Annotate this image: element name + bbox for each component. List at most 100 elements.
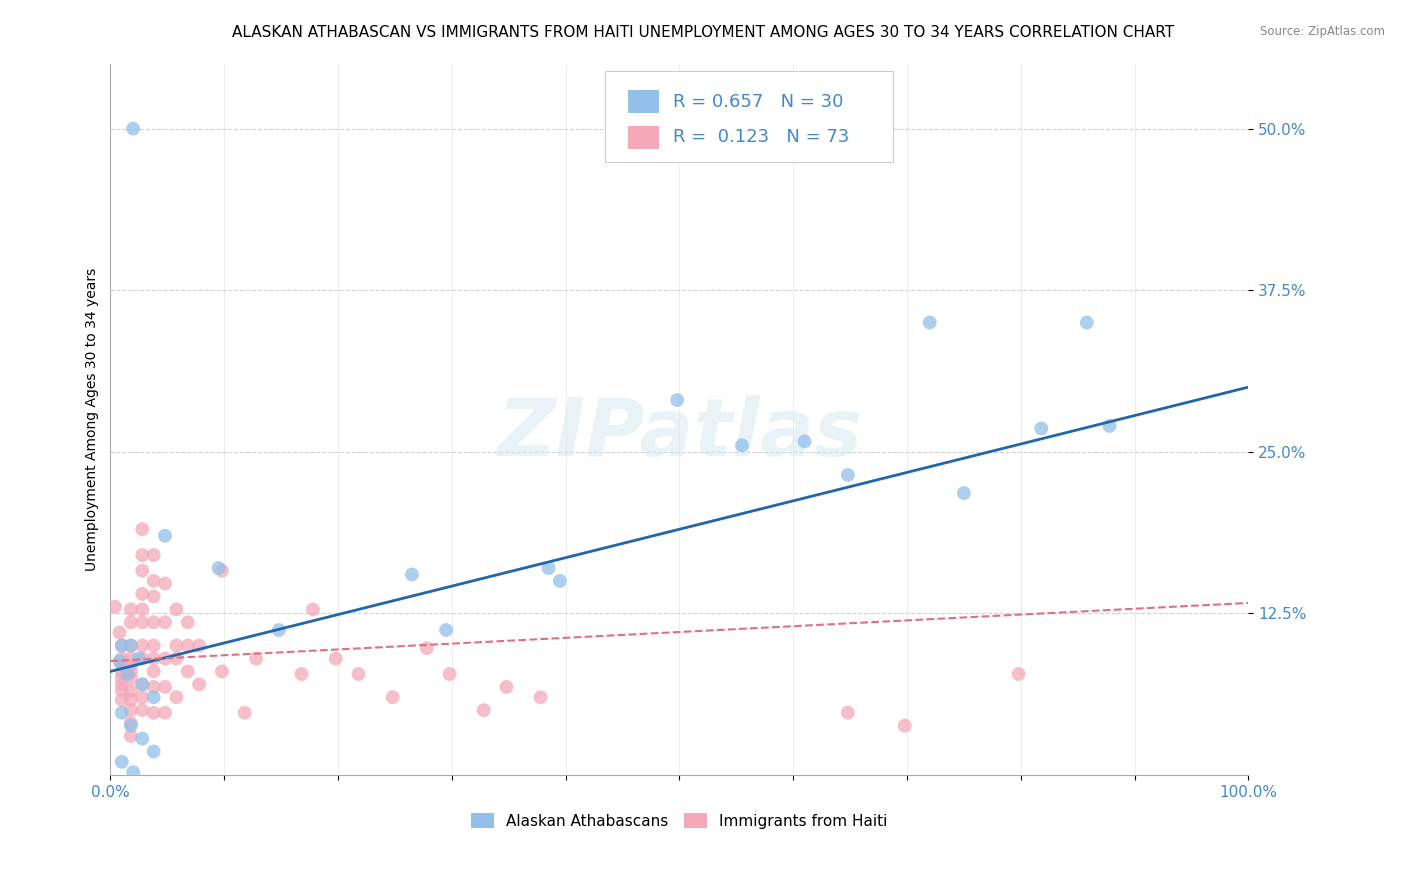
Point xyxy=(1031,421,1053,435)
Point xyxy=(953,486,976,500)
Point xyxy=(188,639,211,653)
Point xyxy=(291,667,314,681)
Point xyxy=(165,690,187,705)
Point xyxy=(131,731,153,746)
Point xyxy=(131,639,153,653)
Point xyxy=(131,587,153,601)
Point xyxy=(153,651,176,665)
Point xyxy=(111,671,134,685)
Point xyxy=(142,574,165,588)
Y-axis label: Unemployment Among Ages 30 to 34 years: Unemployment Among Ages 30 to 34 years xyxy=(86,268,100,571)
Point xyxy=(245,651,267,665)
Text: R =  0.123   N = 73: R = 0.123 N = 73 xyxy=(673,128,849,146)
Point xyxy=(142,665,165,679)
Point xyxy=(153,680,176,694)
Point xyxy=(122,121,145,136)
Point xyxy=(177,639,200,653)
Point xyxy=(325,651,347,665)
Point xyxy=(837,468,859,483)
Point xyxy=(120,665,142,679)
Point xyxy=(1098,418,1121,433)
Point xyxy=(401,567,423,582)
Point xyxy=(131,703,153,717)
Point xyxy=(142,706,165,720)
Point xyxy=(142,590,165,604)
Point xyxy=(142,745,165,759)
Point xyxy=(165,639,187,653)
Point xyxy=(111,693,134,707)
Point xyxy=(120,639,142,653)
Point xyxy=(548,574,571,588)
Point xyxy=(111,651,134,665)
Point xyxy=(120,716,142,731)
Point xyxy=(142,548,165,562)
Point xyxy=(111,665,134,679)
Point xyxy=(1076,316,1098,330)
Point xyxy=(211,665,233,679)
Point xyxy=(120,729,142,743)
Point xyxy=(111,706,134,720)
Point xyxy=(128,651,150,665)
Point xyxy=(111,657,134,672)
Point xyxy=(495,680,517,694)
Point xyxy=(120,693,142,707)
Point xyxy=(381,690,404,705)
Point xyxy=(122,765,145,780)
Point xyxy=(207,561,229,575)
Point xyxy=(153,529,176,543)
Point xyxy=(893,719,915,733)
Point xyxy=(120,602,142,616)
Point xyxy=(120,671,142,685)
Point xyxy=(529,690,551,705)
Point xyxy=(120,719,142,733)
Point xyxy=(142,680,165,694)
Point xyxy=(120,683,142,698)
Point xyxy=(233,706,256,720)
Point xyxy=(111,755,134,769)
Point xyxy=(165,602,187,616)
Point xyxy=(120,657,142,672)
Point xyxy=(165,651,187,665)
Point xyxy=(131,522,153,536)
Point xyxy=(131,615,153,630)
Point xyxy=(188,677,211,691)
Text: ZIPatlas: ZIPatlas xyxy=(496,394,862,473)
Point xyxy=(111,677,134,691)
Point xyxy=(120,651,142,665)
Point xyxy=(111,683,134,698)
Point xyxy=(142,639,165,653)
Point xyxy=(131,602,153,616)
Text: R = 0.657   N = 30: R = 0.657 N = 30 xyxy=(673,93,844,111)
Point xyxy=(131,690,153,705)
Point xyxy=(131,677,153,691)
Point xyxy=(131,677,153,691)
Point xyxy=(434,623,457,637)
Point xyxy=(1007,667,1029,681)
Text: Source: ZipAtlas.com: Source: ZipAtlas.com xyxy=(1260,25,1385,38)
Point xyxy=(108,625,131,640)
Point xyxy=(153,706,176,720)
Point xyxy=(666,392,689,407)
Point xyxy=(142,651,165,665)
Point xyxy=(211,564,233,578)
Point xyxy=(131,548,153,562)
Point xyxy=(120,615,142,630)
Point xyxy=(153,576,176,591)
Point xyxy=(267,623,290,637)
Point xyxy=(111,639,134,653)
Point xyxy=(142,690,165,705)
Point xyxy=(837,706,859,720)
Legend: Alaskan Athabascans, Immigrants from Haiti: Alaskan Athabascans, Immigrants from Hai… xyxy=(465,806,894,835)
Point xyxy=(177,615,200,630)
Point xyxy=(537,561,560,575)
Text: ALASKAN ATHABASCAN VS IMMIGRANTS FROM HAITI UNEMPLOYMENT AMONG AGES 30 TO 34 YEA: ALASKAN ATHABASCAN VS IMMIGRANTS FROM HA… xyxy=(232,25,1174,40)
Point xyxy=(120,703,142,717)
Point xyxy=(108,654,131,668)
Point xyxy=(120,639,142,653)
Point xyxy=(302,602,325,616)
Point xyxy=(117,667,139,681)
Point xyxy=(177,665,200,679)
Point xyxy=(347,667,370,681)
Point xyxy=(111,639,134,653)
Point xyxy=(918,316,941,330)
